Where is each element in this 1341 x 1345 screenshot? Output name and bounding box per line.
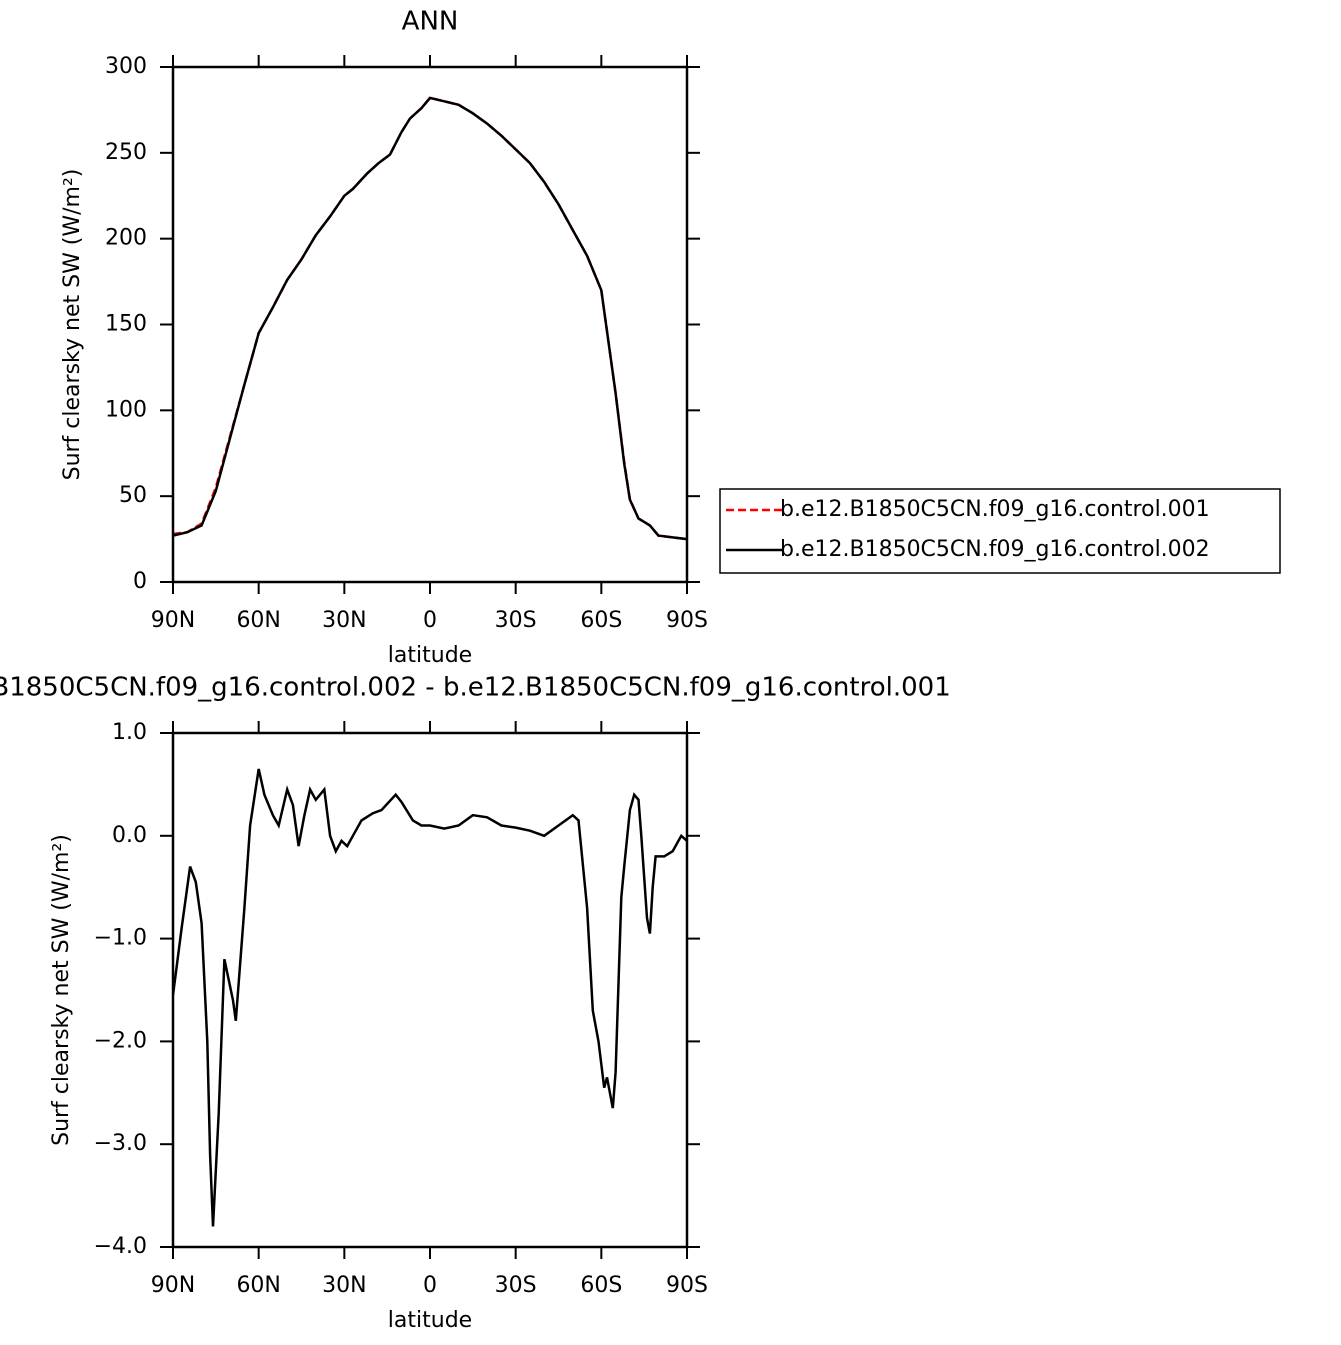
data-line bbox=[172, 96, 688, 541]
x-tick-label: 30S bbox=[495, 608, 537, 633]
x-tick-label: 0 bbox=[423, 608, 437, 633]
x-tick-label: 60N bbox=[236, 1273, 280, 1298]
y-tick-label: 150 bbox=[105, 312, 147, 337]
legend-label: b.e12.B1850C5CN.f09_g16.control.002 bbox=[780, 537, 1210, 562]
y-tick-label: 300 bbox=[105, 54, 147, 79]
y-tick-label: 0.0 bbox=[112, 823, 147, 848]
y-tick-label: 250 bbox=[105, 140, 147, 165]
y-tick-label: 200 bbox=[105, 226, 147, 251]
x-tick-label: 30S bbox=[495, 1273, 537, 1298]
x-tick-label: 30N bbox=[322, 1273, 366, 1298]
y-axis-label: Surf clearsky net SW (W/m²) bbox=[49, 834, 74, 1146]
y-axis-label: Surf clearsky net SW (W/m²) bbox=[60, 169, 85, 481]
x-tick-label: 60N bbox=[236, 608, 280, 633]
y-tick-label: 50 bbox=[119, 483, 147, 508]
x-tick-label: 30N bbox=[322, 608, 366, 633]
x-tick-label: 90N bbox=[151, 608, 195, 633]
chart-title: ANN bbox=[402, 7, 459, 37]
x-tick-label: 0 bbox=[423, 1273, 437, 1298]
plot-frame bbox=[171, 731, 689, 1249]
data-line bbox=[172, 96, 688, 541]
y-tick-label: 0 bbox=[133, 569, 147, 594]
y-tick-label: −3.0 bbox=[94, 1131, 147, 1156]
y-tick-label: −4.0 bbox=[94, 1234, 147, 1259]
x-tick-label: 90S bbox=[666, 1273, 708, 1298]
x-tick-label: 60S bbox=[580, 1273, 622, 1298]
x-tick-label: 90S bbox=[666, 608, 708, 633]
x-tick-label: 90N bbox=[151, 1273, 195, 1298]
y-tick-label: 100 bbox=[105, 397, 147, 422]
x-axis-label: latitude bbox=[388, 643, 472, 668]
legend-label: b.e12.B1850C5CN.f09_g16.control.001 bbox=[780, 497, 1210, 522]
x-tick-label: 60S bbox=[580, 608, 622, 633]
data-line bbox=[171, 768, 688, 1227]
chart-title: b.e12.B1850C5CN.f09_g16.control.002 - b.… bbox=[0, 673, 951, 703]
plot-frame bbox=[171, 65, 689, 584]
x-axis-label: latitude bbox=[388, 1308, 472, 1333]
y-tick-label: −2.0 bbox=[94, 1028, 147, 1053]
y-tick-label: 1.0 bbox=[112, 720, 147, 745]
y-tick-label: −1.0 bbox=[94, 926, 147, 951]
legend-box bbox=[719, 488, 1281, 574]
